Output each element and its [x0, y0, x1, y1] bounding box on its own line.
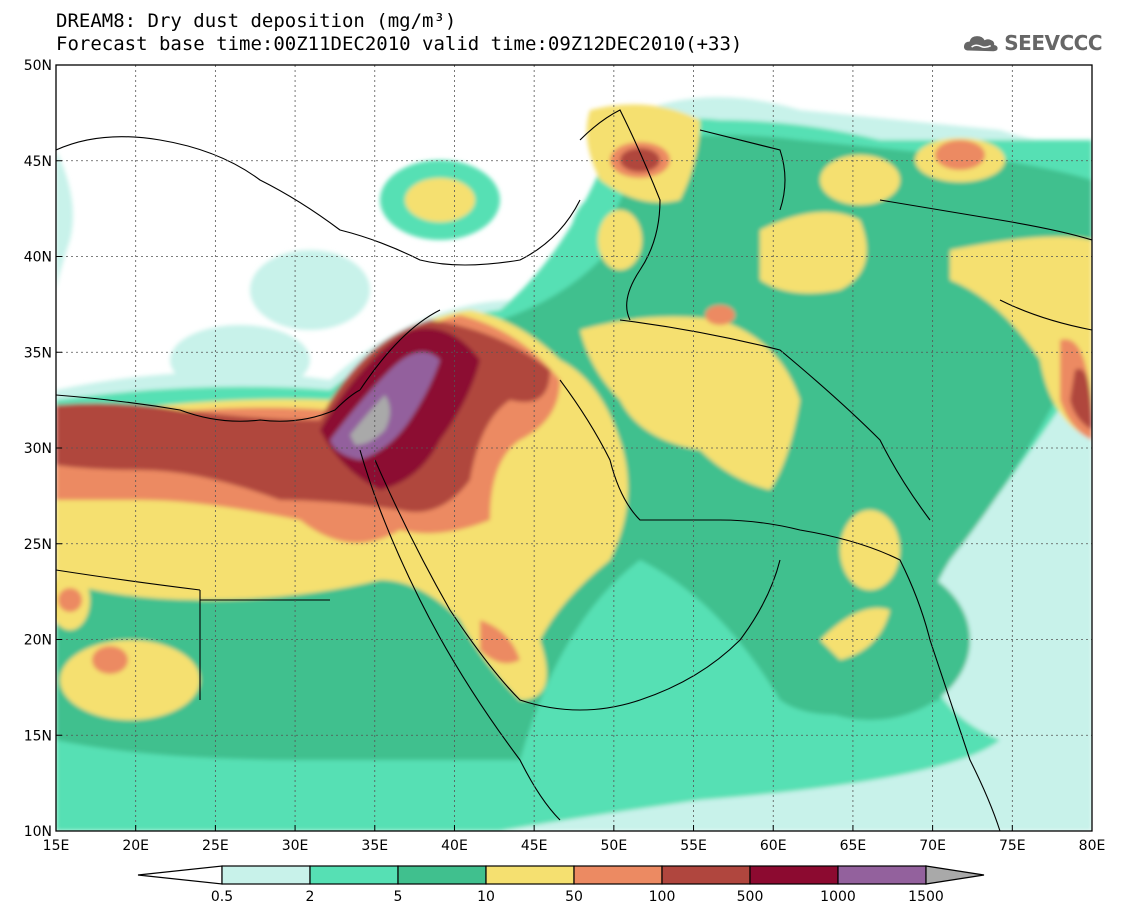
- colorbar-swatch: [837, 865, 927, 885]
- lat-tick-label: 35N: [24, 345, 52, 361]
- colorbar-label: 1500: [908, 889, 944, 905]
- lat-tick-label: 30N: [24, 441, 52, 457]
- lon-tick-label: 20E: [122, 838, 149, 854]
- colorbar-label: 5: [394, 889, 403, 905]
- lat-tick-label: 40N: [24, 250, 52, 266]
- lon-tick-label: 70E: [919, 838, 946, 854]
- colorbar-swatch: [749, 865, 839, 885]
- logo-text: SEEVCCC: [1004, 31, 1102, 55]
- lon-tick-label: 65E: [840, 838, 867, 854]
- colorbar-label: 10: [477, 889, 495, 905]
- lat-tick-label: 50N: [24, 58, 52, 74]
- lat-tick-label: 20N: [24, 633, 52, 649]
- lon-tick-label: 35E: [361, 838, 388, 854]
- lon-tick-label: 30E: [282, 838, 309, 854]
- lon-tick-label: 15E: [43, 838, 70, 854]
- lon-tick-label: 55E: [680, 838, 707, 854]
- colorbar-label: 2: [306, 889, 315, 905]
- lon-tick-label: 25E: [202, 838, 229, 854]
- lon-tick-label: 45E: [521, 838, 548, 854]
- colorbar-label: 500: [737, 889, 764, 905]
- coastlines: [56, 109, 1092, 831]
- colorbar-swatch: [573, 865, 663, 885]
- lat-tick-label: 45N: [24, 154, 52, 170]
- latitude-axis: 10N 15N 20N 25N 30N 35N 40N 45N 50N: [24, 58, 62, 840]
- colorbar-swatch: [485, 865, 575, 885]
- lat-tick-label: 25N: [24, 537, 52, 553]
- lon-tick-label: 50E: [601, 838, 628, 854]
- lat-tick-label: 15N: [24, 728, 52, 744]
- colorbar-label: 50: [565, 889, 583, 905]
- colorbar: 0.5 2 5 10 50 100 500 1000 1500: [137, 865, 985, 905]
- colorbar-over-triangle: [925, 865, 985, 885]
- colorbar-swatch: [221, 865, 311, 885]
- colorbar-label: 1000: [820, 889, 856, 905]
- colorbar-swatch: [661, 865, 751, 885]
- lat-tick-label: 10N: [24, 824, 52, 840]
- colorbar-label: 0.5: [211, 889, 233, 905]
- lon-tick-label: 40E: [441, 838, 468, 854]
- forecast-time-subtitle: Forecast base time:00Z11DEC2010 valid ti…: [56, 33, 743, 55]
- map-title: DREAM8: Dry dust deposition (mg/m³): [56, 10, 457, 32]
- lon-tick-label: 60E: [760, 838, 787, 854]
- colorbar-label: 100: [649, 889, 676, 905]
- colorbar-under-triangle: [137, 865, 223, 885]
- dust-deposition-field: [56, 65, 1092, 831]
- colorbar-swatch: [397, 865, 487, 885]
- lon-tick-label: 75E: [999, 838, 1026, 854]
- colorbar-swatch: [309, 865, 399, 885]
- seevccc-logo: SEEVCCC: [962, 26, 1102, 60]
- longitude-axis: 15E 20E 25E 30E 35E 40E 45E 50E 55E 60E 65E 70E 75E 8…: [43, 825, 1106, 854]
- cloud-icon: [963, 36, 998, 52]
- lon-tick-label: 80E: [1079, 838, 1106, 854]
